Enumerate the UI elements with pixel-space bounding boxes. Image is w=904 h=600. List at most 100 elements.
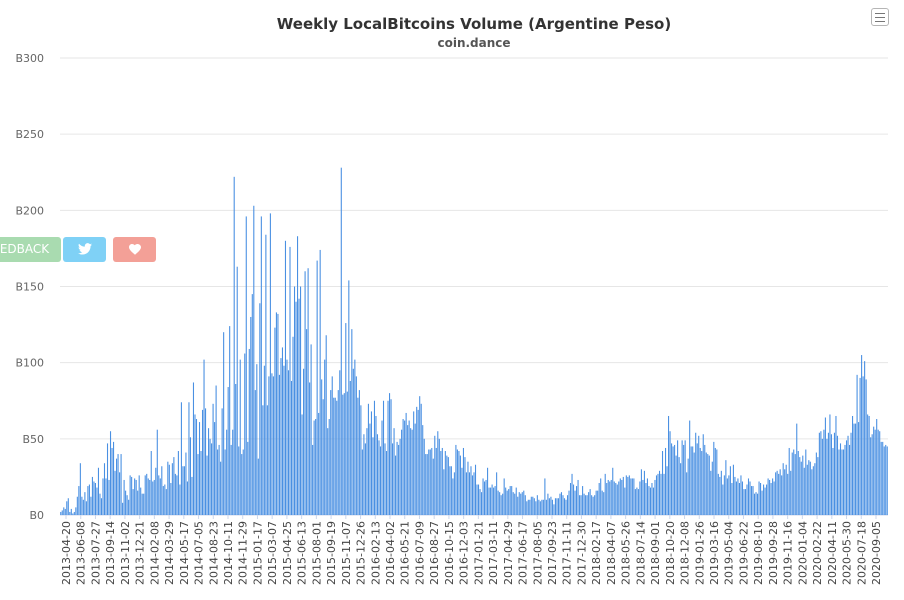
bar [565, 499, 567, 515]
bar [70, 508, 72, 515]
bar [821, 438, 823, 515]
bar [595, 490, 597, 515]
bar [577, 479, 579, 515]
bar [292, 336, 294, 515]
bar [434, 435, 436, 515]
bar [119, 472, 121, 515]
bar [345, 323, 347, 515]
chart-subtitle: coin.dance [437, 36, 510, 50]
bar [757, 493, 759, 515]
bar [239, 359, 241, 515]
x-tick-label: 2019-06-22 [737, 521, 750, 585]
bar [855, 423, 857, 515]
bar [191, 476, 193, 515]
bar [518, 492, 520, 515]
bar [669, 431, 671, 515]
bar [660, 473, 662, 515]
bar [203, 359, 205, 515]
bar [502, 493, 504, 515]
bar [752, 486, 754, 515]
bar [72, 513, 74, 515]
bar [367, 403, 369, 515]
bar [663, 473, 665, 515]
bar [357, 397, 359, 515]
bar [476, 484, 478, 515]
bar [437, 431, 439, 515]
twitter-button[interactable] [63, 237, 106, 262]
bar [61, 510, 63, 515]
bar [105, 478, 107, 515]
x-tick-label: 2020-04-11 [826, 521, 839, 585]
bar [241, 454, 243, 515]
bar [266, 405, 268, 515]
bar [453, 472, 455, 515]
bar [128, 499, 130, 515]
bar [456, 449, 458, 515]
bar [720, 470, 722, 515]
bar [533, 498, 535, 515]
bar [598, 483, 600, 515]
bar [604, 473, 606, 515]
bar [835, 415, 837, 515]
bar [114, 470, 116, 515]
bar [845, 440, 848, 515]
bar [309, 382, 311, 515]
bar [491, 484, 493, 515]
bar [197, 454, 199, 515]
x-tick-label: 2016-07-09 [413, 521, 426, 585]
bar [245, 216, 247, 515]
x-tick-label: 2018-07-14 [634, 521, 647, 585]
bar [348, 280, 350, 515]
y-tick-label: B0 [29, 509, 44, 522]
bar [257, 458, 259, 515]
x-tick-label: 2015-01-17 [251, 521, 264, 585]
bar [325, 335, 327, 515]
bar [168, 464, 170, 515]
bar [389, 393, 391, 515]
bar [666, 466, 668, 515]
bar [211, 443, 213, 515]
bar [223, 332, 225, 515]
bar [661, 451, 664, 515]
bar [520, 493, 522, 515]
bar [414, 423, 416, 515]
bar [484, 481, 486, 515]
bar [621, 479, 623, 515]
bar [838, 449, 840, 515]
bar [775, 472, 777, 515]
bar [726, 478, 728, 515]
bar [827, 432, 829, 515]
bar [880, 441, 882, 515]
bar [355, 376, 357, 515]
bar [870, 437, 872, 515]
bar [538, 499, 540, 515]
bar [741, 481, 744, 515]
bar [248, 348, 250, 515]
bar [277, 313, 279, 515]
chart-menu-button[interactable] [871, 8, 889, 26]
bar [140, 487, 142, 515]
bar [272, 376, 274, 515]
feedback-button[interactable]: EDBACK [0, 237, 61, 262]
bar [729, 466, 731, 515]
donate-button[interactable] [113, 237, 156, 262]
bar [328, 419, 330, 515]
x-tick-label: 2019-08-10 [752, 521, 765, 585]
bar [551, 499, 553, 515]
x-tick-label: 2014-02-08 [148, 521, 161, 585]
x-tick-label: 2016-08-27 [428, 521, 441, 585]
bar [208, 428, 210, 515]
bar [297, 236, 299, 516]
chart-title: Weekly LocalBitcoins Volume (Argentine P… [277, 15, 671, 33]
bar [449, 466, 451, 515]
x-tick-label: 2013-09-14 [104, 521, 117, 585]
bar [182, 466, 184, 515]
bar [318, 412, 320, 515]
y-tick-label: B150 [15, 281, 44, 294]
bar [767, 478, 769, 515]
bar [550, 496, 552, 515]
bar [370, 411, 372, 515]
bar [99, 493, 101, 515]
bar-series [60, 167, 888, 516]
bar [496, 472, 498, 515]
